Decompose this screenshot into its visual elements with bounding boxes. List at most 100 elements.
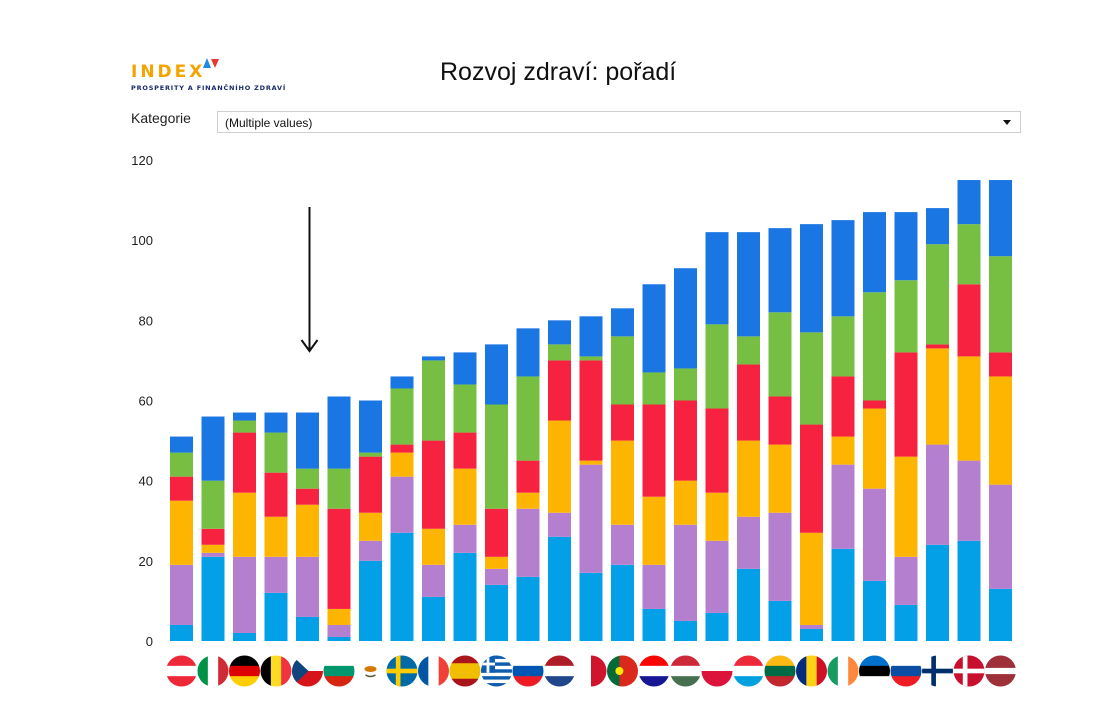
- ireland-flag-icon: [827, 655, 859, 687]
- bar-segment-light-blue: [737, 568, 760, 641]
- bar-segment-green: [989, 256, 1012, 353]
- bar-segment-green: [516, 376, 540, 461]
- bar-segment-blue: [359, 400, 382, 453]
- bar-segment-blue: [894, 212, 918, 281]
- hungary-flag-icon: [670, 655, 701, 687]
- bar-segment-light-blue: [831, 548, 855, 641]
- bar-segment-blue: [264, 412, 288, 433]
- bar-segment-light-blue: [201, 556, 225, 641]
- bar-segment-light-blue: [422, 596, 445, 641]
- bar-segment-orange: [611, 440, 634, 525]
- slovakia-flag-icon: [890, 655, 922, 687]
- bar-segment-orange: [831, 436, 855, 465]
- bar-segment-red: [390, 444, 414, 453]
- bar-segment-purple: [359, 540, 382, 561]
- italy-flag-icon: [197, 655, 229, 687]
- bar-segment-orange: [894, 456, 918, 557]
- malta-flag-icon: [575, 655, 607, 687]
- bar-segment-red: [831, 376, 855, 437]
- bar-segment-orange: [548, 420, 571, 513]
- bar-segment-purple: [170, 564, 193, 625]
- bar-segment-green: [863, 292, 886, 401]
- bar-segment-light-blue: [170, 624, 193, 641]
- bar-segment-red: [957, 284, 981, 357]
- bar-segment-blue: [516, 328, 540, 377]
- bar-segment-light-blue: [296, 616, 319, 641]
- bar-segment-green: [768, 312, 792, 397]
- category-filter-dropdown[interactable]: (Multiple values): [217, 111, 1021, 133]
- bar-segment-blue: [957, 180, 981, 225]
- bar-segment-orange: [390, 452, 414, 477]
- bar-segment-green: [264, 432, 288, 473]
- france-flag-icon: [418, 655, 449, 687]
- y-tick-label: 40: [139, 474, 153, 489]
- bar-segment-green: [327, 468, 351, 509]
- bar-segment-orange: [768, 444, 792, 513]
- bar-segment-purple: [516, 508, 540, 577]
- bar-segment-green: [548, 344, 571, 361]
- belgium-flag-icon: [260, 655, 292, 687]
- y-tick-label: 100: [131, 233, 153, 248]
- bar-segment-red: [548, 360, 571, 421]
- bar-segment-green: [170, 452, 193, 477]
- bar-segment-light-blue: [768, 600, 792, 641]
- bar-segment-purple: [800, 624, 823, 629]
- bar-segment-purple: [579, 464, 603, 573]
- bar-segment-purple: [705, 540, 729, 613]
- bar-segment-green: [957, 224, 981, 285]
- bar-segment-blue: [422, 356, 445, 361]
- bar-segment-red: [170, 476, 193, 501]
- bar-segment-blue: [800, 224, 823, 333]
- bar-segment-purple: [233, 556, 256, 633]
- filter-label: Kategorie: [131, 110, 191, 126]
- bar-segment-blue: [705, 232, 729, 325]
- bar-segment-red: [705, 408, 729, 493]
- sweden-flag-icon: [386, 655, 418, 687]
- logo-subtitle: PROSPERITY A FINANČNÍHO ZDRAVÍ: [131, 84, 287, 92]
- filter-selected-value: (Multiple values): [225, 116, 313, 130]
- bar-segment-green: [800, 332, 823, 425]
- bar-segment-orange: [485, 556, 508, 569]
- bar-segment-blue: [233, 412, 256, 421]
- y-tick-label: 80: [139, 313, 153, 328]
- bar-segment-blue: [611, 308, 634, 337]
- bar-segment-light-blue: [800, 628, 823, 641]
- bar-segment-purple: [296, 556, 319, 617]
- bar-segment-red: [674, 400, 697, 481]
- chevron-down-icon[interactable]: [1003, 120, 1011, 125]
- bar-segment-blue: [201, 416, 225, 481]
- bar-segment-orange: [705, 492, 729, 541]
- bar-segment-orange: [800, 532, 823, 625]
- bar-segment-blue: [863, 212, 886, 293]
- bar-segment-red: [359, 456, 382, 513]
- bar-segment-purple: [422, 564, 445, 597]
- germany-flag-icon: [229, 655, 260, 687]
- bar-segment-blue: [548, 320, 571, 345]
- bar-segment-light-blue: [390, 532, 414, 641]
- bar-segment-red: [926, 344, 949, 349]
- bar-segment-light-blue: [989, 588, 1012, 641]
- bar-segment-red: [422, 440, 445, 529]
- bar-segment-orange: [233, 492, 256, 557]
- bar-segment-light-blue: [485, 584, 508, 641]
- denmark-flag-icon: [953, 655, 985, 687]
- bar-segment-blue: [327, 396, 351, 469]
- bar-segment-light-blue: [548, 536, 571, 641]
- bar-segment-green: [422, 360, 445, 441]
- annotation-arrowhead: [300, 339, 319, 353]
- czech-flag-icon: [292, 655, 323, 687]
- bar-segment-orange: [264, 516, 288, 557]
- bar-segment-orange: [737, 440, 760, 517]
- bar-segment-green: [674, 368, 697, 401]
- bar-segment-red: [233, 432, 256, 493]
- bar-segment-green: [579, 356, 603, 361]
- bar-segment-purple: [327, 624, 351, 637]
- bar-segment-blue: [170, 436, 193, 453]
- romania-flag-icon: [796, 655, 827, 687]
- bar-segment-light-blue: [516, 576, 540, 641]
- bar-segment-purple: [485, 568, 508, 585]
- finland-flag-icon: [922, 655, 953, 687]
- bar-segment-blue: [831, 220, 855, 317]
- austria-flag-icon: [166, 655, 197, 687]
